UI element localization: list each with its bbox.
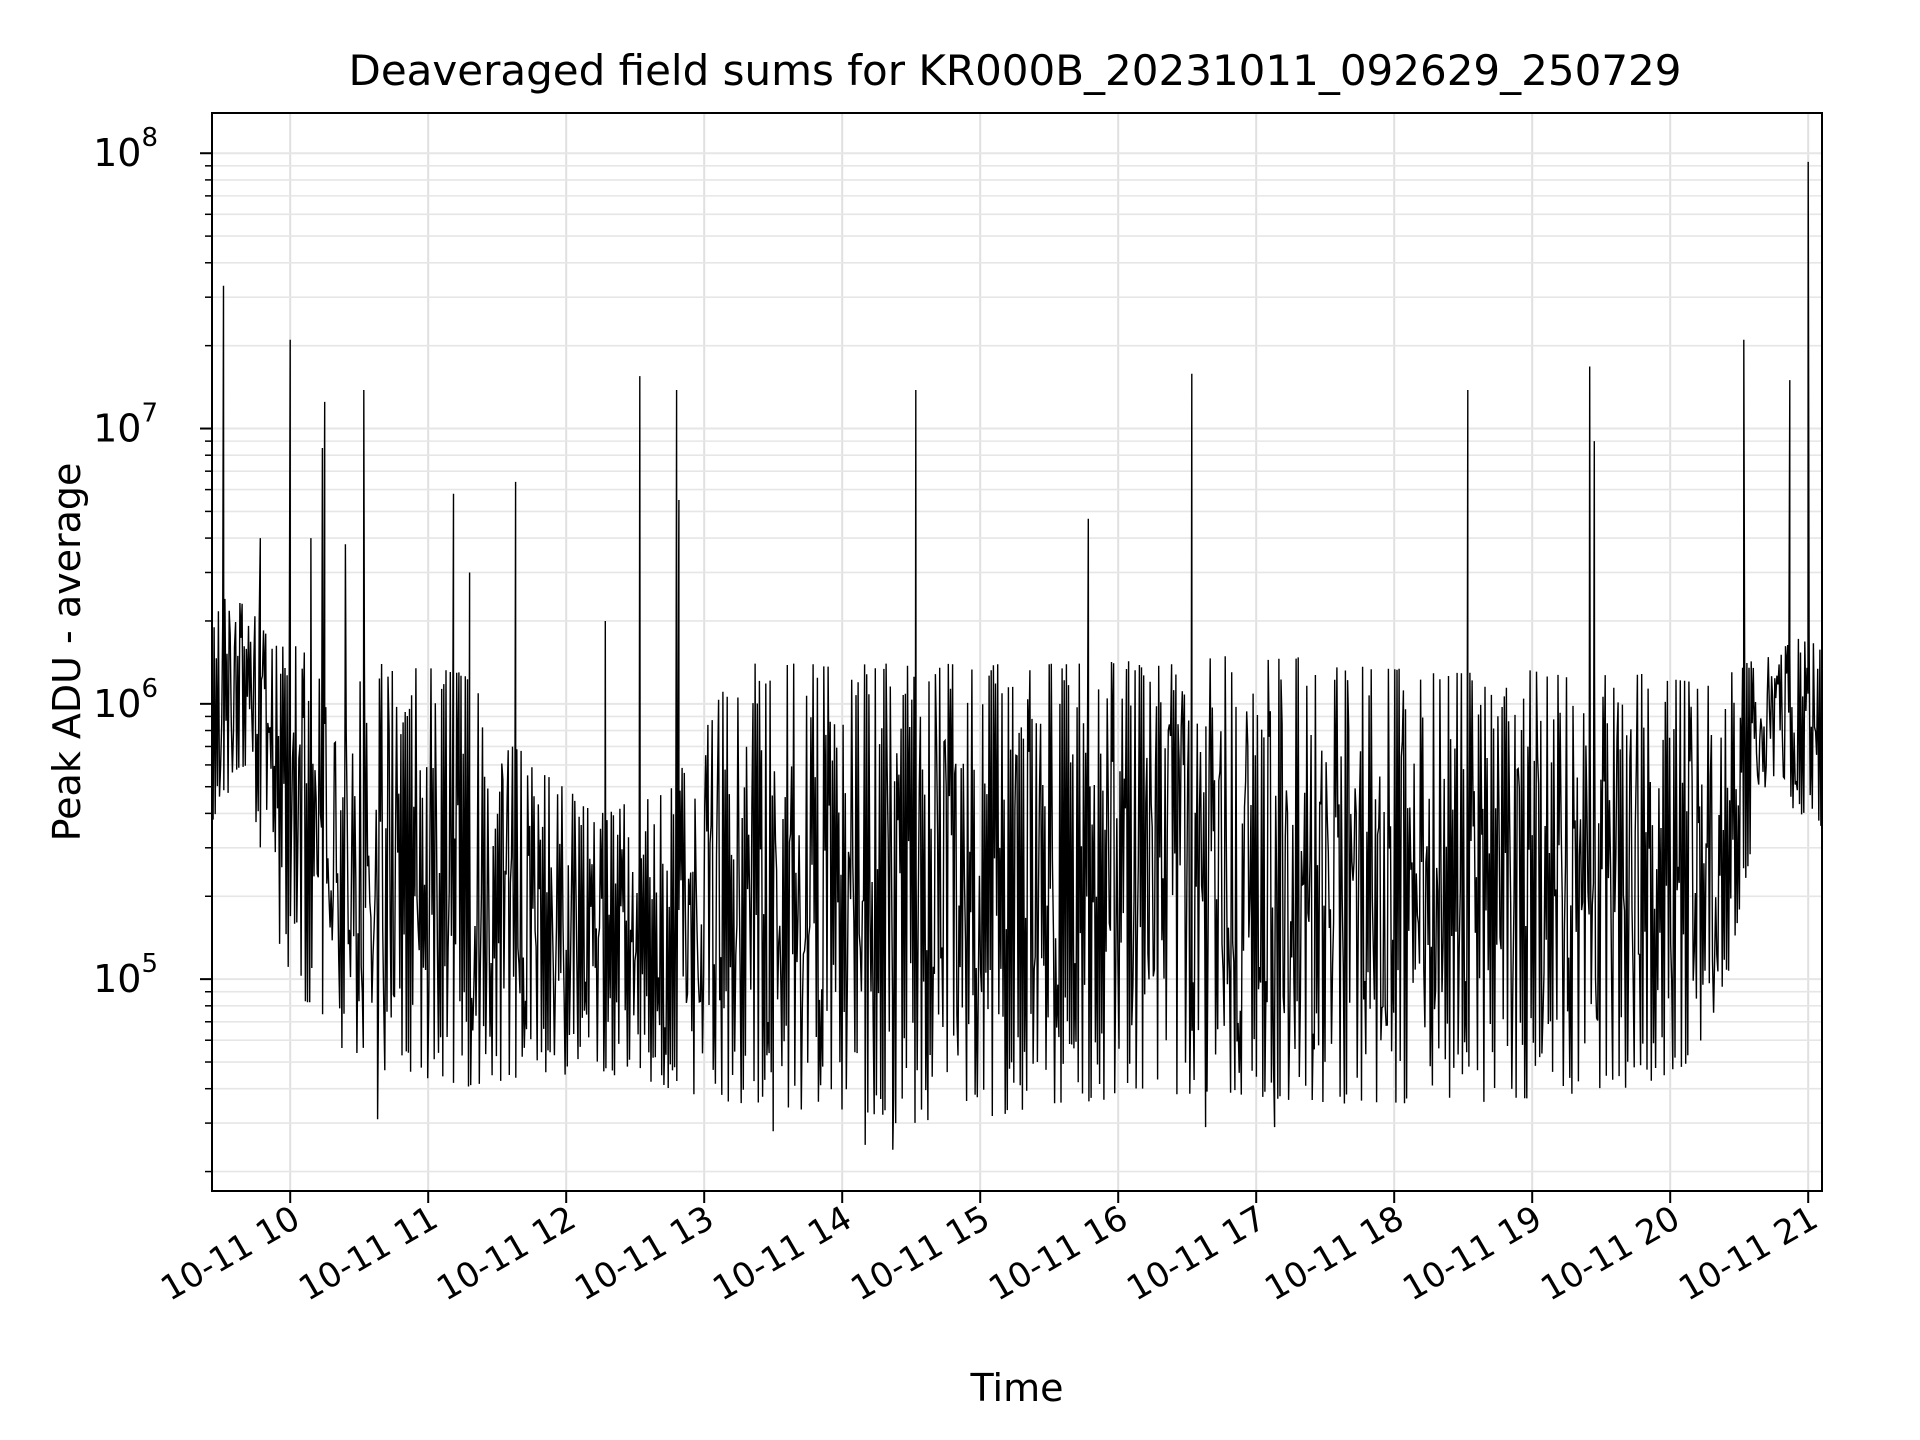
y-tick-label: 108 [93,123,158,175]
grid [212,113,1822,1191]
y-axis-label: Peak ADU - average [45,463,89,842]
chart-title: Deaveraged field sums for KR000B_2023101… [349,46,1682,95]
series-path [211,161,1823,1150]
y-tick-label: 106 [93,674,158,726]
y-tick-label: 107 [93,399,158,451]
series-line [211,161,1823,1150]
x-axis-label: Time [970,1366,1064,1410]
y-axis: 105 106 107 108 [93,123,212,1173]
plot-frame [211,112,1823,1192]
y-tick-label: 105 [93,949,158,1001]
